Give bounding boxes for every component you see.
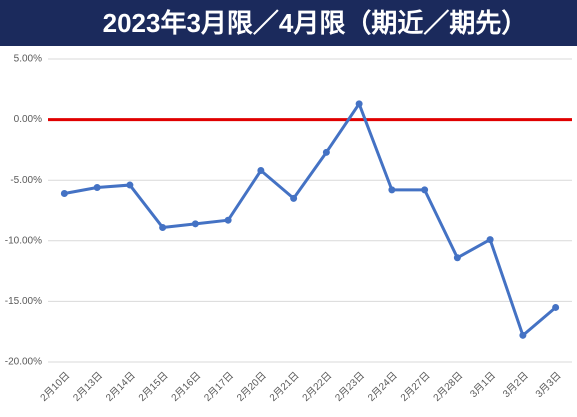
data-point [60, 190, 68, 198]
data-point [290, 194, 298, 202]
y-tick-label: 0.00% [14, 114, 42, 125]
y-tick-label: -10.00% [5, 235, 42, 246]
x-tick-label: 2月16日 [169, 370, 203, 404]
x-tick-label: 2月15日 [136, 370, 170, 404]
y-tick-label: -20.00% [5, 357, 42, 368]
data-point [486, 236, 494, 244]
data-point [93, 183, 101, 191]
series-line [64, 102, 557, 337]
data-point [355, 100, 363, 108]
x-tick-label: 2月27日 [398, 370, 432, 404]
data-point [159, 223, 167, 231]
x-tick-label: 2月17日 [202, 370, 236, 404]
x-tick-label: 2月14日 [103, 370, 137, 404]
x-tick-label: 2月28日 [431, 370, 465, 404]
data-point [224, 216, 232, 224]
x-tick-label: 3月2日 [500, 370, 530, 400]
data-point [126, 181, 134, 189]
chart-title: 2023年3月限／4月限（期近／期先） [103, 8, 528, 38]
x-tick-label: 3月3日 [533, 370, 563, 400]
data-point [257, 167, 265, 175]
data-point [453, 254, 461, 262]
data-point [322, 148, 330, 156]
y-tick-label: 5.00% [14, 54, 42, 65]
title-banner [0, 0, 577, 46]
y-tick-label: -5.00% [10, 175, 42, 186]
x-tick-label: 2月21日 [267, 370, 301, 404]
data-point [191, 220, 199, 228]
x-tick-label: 2月22日 [300, 370, 334, 404]
x-tick-label: 2月23日 [333, 370, 367, 404]
data-point [519, 331, 527, 339]
x-tick-label: 2月13日 [71, 370, 105, 404]
x-tick-label: 2月20日 [234, 370, 268, 404]
y-tick-label: -15.00% [5, 296, 42, 307]
x-tick-label: 3月1日 [468, 370, 498, 400]
data-point [552, 303, 560, 311]
x-tick-label: 2月24日 [365, 370, 399, 404]
data-point [388, 186, 396, 194]
x-tick-label: 2月10日 [38, 370, 72, 404]
data-point [421, 186, 429, 194]
